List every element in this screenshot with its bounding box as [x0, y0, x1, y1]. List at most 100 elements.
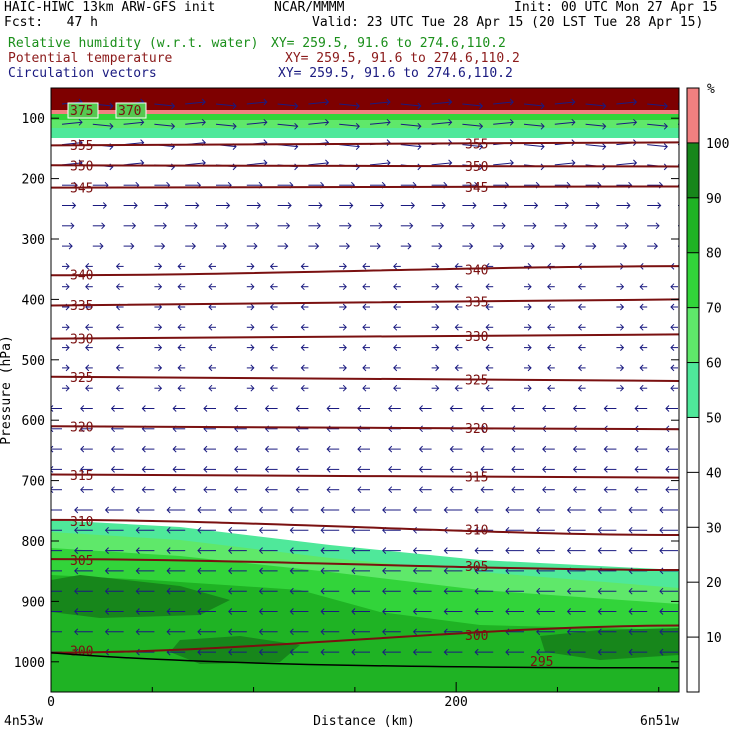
wind-vector-head: [232, 122, 237, 130]
wind-vector-head: [547, 323, 552, 331]
wind-vector-head: [115, 323, 120, 331]
wind-vector-head: [386, 98, 391, 106]
wind-vector-head: [135, 526, 140, 534]
wind-vector-head: [300, 384, 305, 392]
wind-vector: [493, 121, 514, 125]
wind-vector: [215, 123, 237, 127]
wind-vector-head: [628, 628, 633, 636]
wind-vector-head: [540, 102, 545, 110]
wind-vector-head: [166, 567, 171, 575]
wind-vector-head: [130, 242, 135, 250]
wind-vector-head: [505, 547, 510, 554]
wind-vector-head: [438, 242, 443, 250]
wind-vector: [369, 101, 391, 105]
wind-vector-head: [250, 303, 255, 311]
wind-vector-head: [197, 506, 202, 514]
wind-vector-head: [633, 118, 638, 126]
wind-vector-head: [628, 648, 633, 656]
wind-vector-head: [228, 628, 233, 636]
wind-vector-head: [659, 648, 664, 656]
wind-vector-head: [104, 608, 109, 615]
wind-vector-head: [318, 202, 323, 209]
wind-vector-head: [208, 364, 213, 372]
wind-vector: [431, 101, 452, 105]
wind-vector: [308, 121, 329, 125]
isentrope-label-320-1: 320: [465, 422, 488, 437]
wind-vector-head: [386, 159, 391, 167]
wind-vector: [616, 101, 637, 105]
wind-vector-head: [603, 445, 608, 453]
wind-vector-head: [382, 587, 387, 595]
wind-vector-head: [164, 202, 169, 209]
wind-vector-head: [485, 384, 490, 392]
isentrope-label-345-0: 345: [70, 182, 93, 197]
wind-vector-head: [440, 222, 445, 230]
isentrope-label-310-0: 310: [70, 515, 93, 530]
wind-vector-head: [65, 323, 70, 331]
wind-vector-head: [203, 466, 208, 473]
wind-vector-head: [633, 98, 638, 106]
wind-vector-head: [499, 242, 504, 250]
wind-vector-head: [620, 323, 625, 331]
wind-vector-head: [269, 384, 274, 392]
wind-vector-head: [530, 242, 535, 250]
isentrope-label-355-1: 355: [465, 137, 488, 152]
wind-vector-head: [177, 323, 182, 331]
wind-vector-head: [479, 143, 484, 150]
field-theta-name: Potential temperature: [8, 51, 173, 66]
wind-vector-head: [509, 159, 514, 167]
wind-vector-head: [201, 118, 206, 126]
wind-vector-head: [441, 202, 446, 209]
wind-vector-head: [234, 486, 239, 494]
wind-vector-head: [258, 547, 263, 554]
wind-vector-head: [534, 202, 539, 209]
wind-vector-head: [665, 486, 670, 494]
wind-vector-head: [547, 303, 552, 311]
wind-vector: [493, 101, 514, 105]
colorbar-tick-label-70: 70: [706, 302, 722, 317]
wind-vector-head: [320, 526, 325, 534]
wind-vector-head: [561, 242, 566, 250]
wind-vector-head: [320, 648, 325, 656]
wind-vector-head: [412, 587, 417, 595]
wind-vector-head: [412, 567, 417, 575]
wind-vector-head: [670, 283, 675, 291]
wind-vector-head: [566, 628, 571, 636]
wind-vector-head: [435, 364, 440, 372]
colorbar-tick-label-30: 30: [706, 521, 722, 536]
wind-vector-head: [320, 628, 325, 636]
wind-vector-head: [670, 344, 675, 351]
isentrope-label-335-1: 335: [465, 296, 488, 311]
wind-vector-head: [435, 344, 440, 351]
wind-vector-head: [74, 608, 79, 615]
wind-vector-head: [197, 526, 202, 534]
wind-vector-head: [479, 102, 484, 110]
wind-vector-head: [133, 202, 138, 209]
wind-vector-head: [65, 384, 70, 392]
wind-vector-head: [418, 466, 423, 473]
wind-vector: [493, 162, 514, 166]
wind-vector-head: [234, 466, 239, 473]
wind-vector-head: [355, 102, 360, 110]
wind-vector-head: [263, 118, 268, 126]
wind-vector-head: [597, 587, 602, 595]
wind-vector-head: [547, 364, 552, 372]
wind-vector-head: [449, 466, 454, 473]
wind-vector-head: [208, 384, 213, 392]
wind-vector-head: [44, 527, 47, 533]
x-tick-label-0: 0: [47, 695, 55, 710]
wind-vector-head: [480, 486, 485, 494]
wind-vector-head: [115, 364, 120, 372]
wind-vector-head: [572, 486, 577, 494]
isentrope-325: [51, 375, 679, 382]
forecast-hour: Fcst: 47 h: [4, 15, 98, 30]
wind-vector-head: [597, 628, 602, 636]
wind-vector-head: [74, 526, 79, 534]
wind-vector-head: [393, 364, 398, 372]
wind-vector-head: [44, 629, 47, 635]
isentrope-300: [51, 624, 679, 654]
wind-vector: [616, 121, 637, 125]
wind-vector: [616, 162, 637, 166]
wind-vector-head: [633, 159, 638, 167]
colorbar-tick-label-40: 40: [706, 466, 722, 481]
